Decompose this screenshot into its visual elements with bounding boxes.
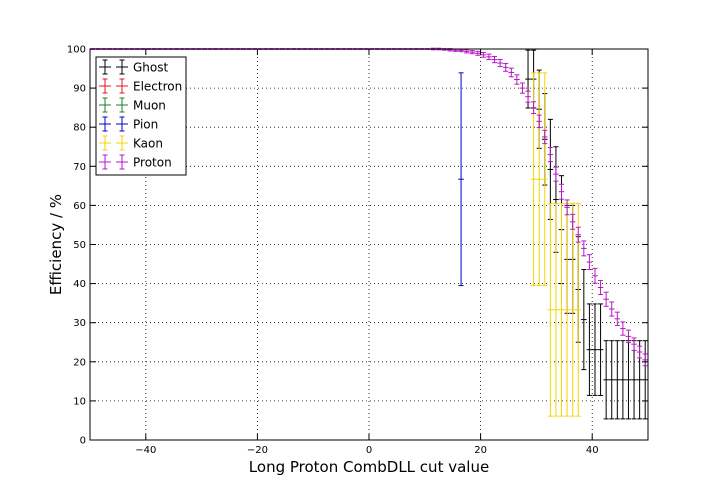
y-tick-label: 90	[73, 84, 86, 95]
y-tick-label: 50	[73, 240, 86, 251]
x-axis-label: Long Proton CombDLL cut value	[249, 458, 489, 476]
legend-entry-electron: Electron	[99, 78, 182, 94]
data-point	[592, 267, 598, 284]
data-point	[541, 129, 548, 145]
data-point	[536, 72, 542, 287]
data-point	[597, 279, 604, 296]
y-axis-label: Efficiency / %	[47, 194, 65, 295]
data-point	[620, 340, 626, 420]
data-point	[519, 82, 526, 94]
data-point	[558, 202, 565, 417]
data-point	[553, 202, 559, 417]
data-point	[614, 311, 621, 326]
data-point	[575, 226, 582, 243]
legend-swatch	[99, 59, 128, 75]
data-point	[642, 353, 648, 367]
y-tick-label: 20	[73, 357, 86, 368]
data-point	[564, 199, 570, 216]
y-tick-label: 40	[73, 279, 86, 290]
data-point	[497, 59, 503, 68]
legend-entry-muon: Muon	[99, 97, 166, 113]
y-tick-label: 100	[67, 45, 86, 56]
data-point	[586, 303, 593, 396]
data-point	[614, 340, 621, 420]
legend-swatch	[99, 78, 128, 94]
data-point	[469, 50, 476, 55]
data-point	[502, 62, 509, 72]
x-tick-label: 40	[586, 445, 599, 456]
data-point	[458, 72, 464, 287]
legend-swatch	[99, 154, 128, 170]
data-point	[525, 90, 531, 103]
legend-box	[95, 56, 187, 176]
data-point	[547, 118, 554, 220]
data-point	[536, 114, 542, 129]
data-point	[625, 340, 632, 420]
data-point	[631, 340, 637, 420]
x-tick-label: 0	[366, 445, 372, 456]
data-point	[597, 303, 604, 396]
x-tick-label: −20	[247, 445, 268, 456]
y-tick-label: 60	[73, 201, 86, 212]
y-tick-label: 0	[80, 436, 86, 447]
legend-entry-kaon: Kaon	[99, 135, 163, 151]
data-point	[486, 53, 492, 61]
data-point	[458, 48, 464, 53]
data-point	[558, 183, 565, 200]
legend-swatch	[99, 135, 128, 151]
data-point	[475, 50, 481, 56]
data-point	[547, 202, 554, 417]
legend-label: Proton	[133, 156, 172, 170]
legend: Ghost Electron Muon Pion Kaon Proton	[95, 56, 187, 176]
legend-swatch	[99, 97, 128, 113]
legend-entry-pion: Pion	[99, 116, 158, 132]
data-point	[553, 166, 559, 182]
data-point	[491, 55, 498, 64]
data-point	[547, 147, 554, 163]
data-point	[586, 254, 593, 271]
legend-entry-ghost: Ghost	[99, 59, 168, 75]
data-point	[625, 329, 632, 344]
y-tick-label: 30	[73, 318, 86, 329]
data-point	[642, 340, 648, 420]
data-point	[603, 340, 609, 420]
series-pion	[458, 72, 464, 287]
data-point	[620, 321, 626, 336]
data-point	[592, 303, 598, 396]
legend-label: Kaon	[133, 137, 163, 151]
y-tick-label: 80	[73, 123, 86, 134]
data-point	[631, 337, 637, 351]
x-tick-label: −40	[135, 445, 156, 456]
data-point	[569, 202, 576, 417]
data-point	[569, 213, 576, 230]
axis-ticks: −40 −20 0 20 40 0 10 20 30 40 50 60 70 80 90 100	[67, 45, 648, 456]
data-point	[463, 49, 470, 54]
y-tick-label: 10	[73, 396, 86, 407]
data-point	[530, 101, 537, 115]
data-point	[514, 74, 520, 85]
data-point	[480, 52, 487, 58]
data-point	[603, 291, 609, 307]
data-point	[636, 345, 643, 359]
data-point	[541, 72, 548, 287]
data-point	[581, 269, 587, 371]
legend-label: Electron	[133, 80, 182, 94]
data-point	[581, 240, 587, 257]
legend-label: Pion	[133, 118, 158, 132]
data-point	[608, 301, 615, 317]
data-point	[564, 202, 570, 417]
data-point	[608, 340, 615, 420]
legend-swatch	[99, 116, 128, 132]
data-point	[508, 67, 515, 78]
x-tick-label: 20	[474, 445, 487, 456]
y-tick-label: 70	[73, 162, 86, 173]
legend-entry-proton: Proton	[99, 154, 172, 170]
legend-label: Ghost	[133, 61, 168, 75]
legend-label: Muon	[133, 99, 166, 113]
